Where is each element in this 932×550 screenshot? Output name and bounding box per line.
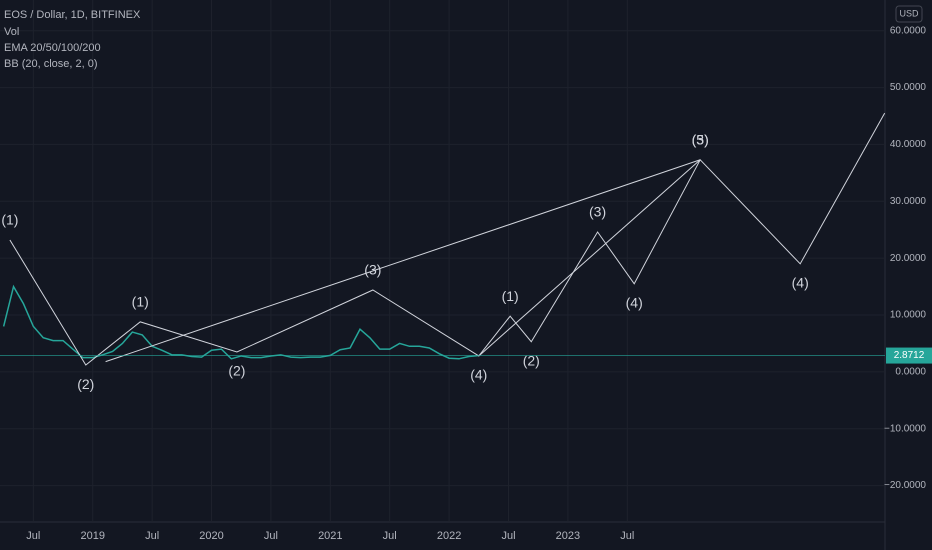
x-tick-label: 2019 xyxy=(80,530,104,542)
currency-box[interactable] xyxy=(895,5,923,23)
last-price-label: 2.8712 xyxy=(894,350,925,361)
y-tick-label: 30.0000 xyxy=(890,196,927,207)
chart-title: EOS / Dollar, 1D, BITFINEX xyxy=(4,9,141,21)
y-tick-label: 40.0000 xyxy=(890,139,927,150)
x-tick-label: Jul xyxy=(26,530,40,542)
indicator: EMA 20/50/100/200 xyxy=(4,42,101,54)
wave-label: (1) xyxy=(1,212,18,228)
x-tick-label: Jul xyxy=(620,530,634,542)
grid xyxy=(0,0,885,522)
wave-label: (5) xyxy=(692,131,709,147)
y-tick-label: −20.0000 xyxy=(884,480,926,491)
last-price-box xyxy=(886,347,932,364)
y-tick-label: 10.0000 xyxy=(890,310,927,321)
y-tick-label: 50.0000 xyxy=(890,82,927,93)
x-tick-label: 2021 xyxy=(318,530,342,542)
wave-label: (4) xyxy=(626,294,643,310)
wave-label: (3) xyxy=(364,262,381,278)
wave-label: (2) xyxy=(523,352,540,368)
x-tick-label: Jul xyxy=(383,530,397,542)
x-tick-label: 2020 xyxy=(199,530,223,542)
wave-label: (2) xyxy=(228,363,245,379)
wave-label: (1) xyxy=(502,288,519,304)
y-tick-label: 20.0000 xyxy=(890,253,927,264)
wave-label: (3) xyxy=(692,131,709,147)
x-tick-label: Jul xyxy=(501,530,515,542)
x-tick-label: 2022 xyxy=(437,530,461,542)
x-tick-label: Jul xyxy=(145,530,159,542)
indicator: Vol xyxy=(4,26,19,38)
currency[interactable]: USD xyxy=(899,8,919,18)
y-tick-label: 60.0000 xyxy=(890,25,927,36)
wave-label: (3) xyxy=(589,204,606,220)
x-tick-label: Jul xyxy=(264,530,278,542)
y-tick-label: −10.0000 xyxy=(884,423,926,434)
series-line xyxy=(105,159,701,363)
x-tick-label: 2023 xyxy=(556,530,580,542)
wave-label: (2) xyxy=(77,376,94,392)
marks: (1) (2) (1) (2) (3) (4) (1) (2) (3) (4) (5) (4) (3) xyxy=(0,112,886,392)
series-line xyxy=(9,112,886,366)
indicator: BB (20, close, 2, 0) xyxy=(4,58,98,70)
series-line xyxy=(2,284,479,360)
series-line xyxy=(478,159,701,357)
wave-label: (4) xyxy=(470,367,487,383)
wave-label: (4) xyxy=(792,275,809,291)
y-tick-label: 0.0000 xyxy=(895,367,926,378)
wave-label: (1) xyxy=(132,294,149,310)
